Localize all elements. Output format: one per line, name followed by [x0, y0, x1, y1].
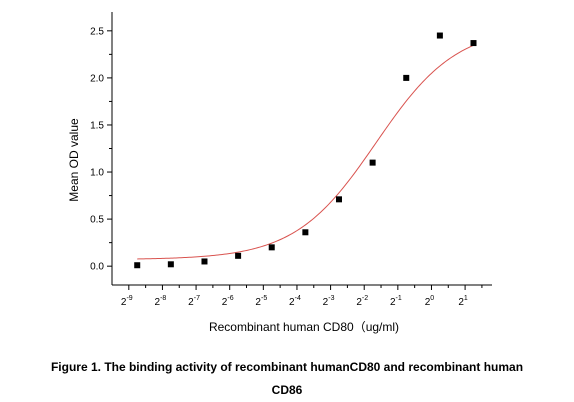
y-axis-title: Mean OD value [67, 118, 81, 202]
x-tick-label: 2-2 [356, 295, 368, 308]
x-axis-title: Recombinant human CD80（ug/ml) [209, 320, 399, 334]
axes [111, 12, 492, 286]
data-point [235, 252, 242, 259]
x-tick-label: 2-7 [188, 295, 200, 308]
fit-curve [137, 44, 474, 260]
y-tick-label: 1.5 [90, 120, 104, 131]
y-axis-ticks: 0.0 0.5 1.0 1.5 2.0 2.5 [90, 26, 112, 273]
x-tick-label: 2-9 [121, 295, 133, 308]
x-tick-label: 2-4 [289, 295, 301, 308]
y-tick-label: 0.0 [90, 262, 104, 273]
figure-caption: Figure 1. The binding activity of recomb… [50, 360, 524, 374]
y-tick-label: 1.0 [90, 168, 104, 179]
x-tick-label: 2-8 [155, 295, 167, 308]
data-point [335, 196, 342, 203]
data-point [201, 258, 208, 265]
x-tick-label: 2-3 [323, 295, 335, 308]
chart: 2-9 2-8 2-7 2-6 2-5 2-4 2-3 2-2 2-1 20 21 0.0 0.5 1.… [67, 12, 492, 334]
data-point [134, 262, 141, 269]
data-point [369, 159, 376, 166]
y-tick-label: 2.0 [90, 73, 104, 84]
x-tick-label: 2-6 [222, 295, 234, 308]
data-points [134, 32, 477, 269]
data-point [403, 74, 410, 81]
data-point [167, 261, 174, 268]
data-point [302, 229, 309, 236]
x-tick-label: 2-1 [390, 295, 402, 308]
data-point [436, 32, 443, 39]
x-tick-label: 21 [458, 295, 468, 308]
data-point [268, 244, 275, 251]
y-tick-label: 0.5 [90, 215, 104, 226]
x-axis-ticks: 2-9 2-8 2-7 2-6 2-5 2-4 2-3 2-2 2-1 20 21 [121, 285, 483, 308]
figure-caption-continued: CD86 [271, 383, 303, 397]
x-tick-label: 2-5 [255, 295, 267, 308]
data-point [470, 40, 477, 47]
y-tick-label: 2.5 [90, 26, 104, 37]
x-tick-label: 20 [425, 295, 435, 308]
